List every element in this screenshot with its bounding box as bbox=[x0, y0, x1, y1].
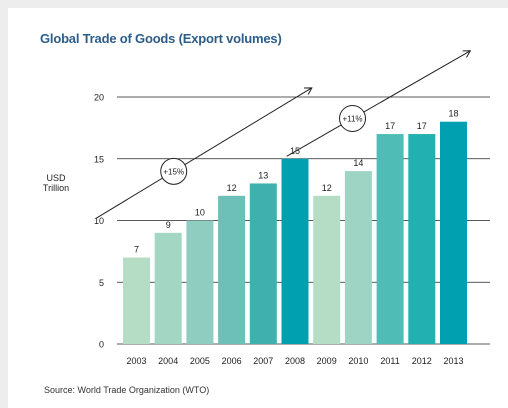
axis-ticks: 0 5 10 15 20 2003 2004 2005 2006 2007 2008 2009 2010… bbox=[94, 93, 464, 367]
bar-value-label: 13 bbox=[258, 170, 268, 180]
bar bbox=[218, 195, 246, 344]
y-tick-label: 20 bbox=[94, 93, 104, 103]
y-axis-label: USD Trillion bbox=[34, 173, 78, 193]
x-tick-label: 2008 bbox=[285, 356, 305, 366]
x-tick-label: 2013 bbox=[443, 356, 463, 366]
bar-value-label: 18 bbox=[448, 109, 458, 119]
x-tick-label: 2010 bbox=[348, 356, 368, 366]
x-tick-label: 2006 bbox=[222, 356, 242, 366]
bar bbox=[313, 195, 341, 344]
trend-arrow bbox=[96, 88, 312, 219]
x-tick-label: 2004 bbox=[158, 356, 178, 366]
source-note: Source: World Trade Organization (WTO) bbox=[44, 385, 210, 395]
x-tick-label: 2009 bbox=[317, 356, 337, 366]
bars bbox=[123, 121, 467, 344]
bar-value-label: 7 bbox=[134, 245, 139, 255]
bar bbox=[123, 257, 150, 344]
bar bbox=[186, 220, 214, 344]
annotation-label: +11% bbox=[342, 114, 362, 123]
trend-arrow bbox=[286, 51, 470, 157]
bar-value-label: 12 bbox=[227, 183, 237, 193]
chart-title: Global Trade of Goods (Export volumes) bbox=[40, 31, 282, 46]
bar bbox=[408, 134, 436, 344]
x-tick-label: 2007 bbox=[253, 356, 273, 366]
bar-value-label: 9 bbox=[166, 220, 171, 230]
x-tick-label: 2003 bbox=[126, 356, 146, 366]
x-tick-label: 2012 bbox=[412, 356, 432, 366]
annotations: +15% +11% bbox=[96, 51, 470, 219]
bar-value-label: 10 bbox=[195, 208, 205, 218]
y-tick-label: 5 bbox=[99, 278, 104, 288]
bar-value-label: 12 bbox=[322, 183, 332, 193]
annotation-circle bbox=[339, 104, 367, 132]
y-tick-label: 0 bbox=[99, 340, 104, 350]
x-tick-label: 2005 bbox=[190, 356, 210, 366]
annotation-label: +15% bbox=[163, 167, 184, 176]
bar bbox=[376, 134, 404, 344]
bar bbox=[344, 171, 372, 344]
y-axis-label-line1: USD bbox=[46, 173, 66, 183]
x-tick-label: 2011 bbox=[380, 356, 399, 366]
y-axis-label-line2: Trillion bbox=[42, 183, 70, 193]
bar bbox=[154, 232, 182, 344]
bar-value-label: 15 bbox=[290, 146, 300, 156]
annotation-circle bbox=[160, 157, 188, 185]
bar-value-label: 17 bbox=[417, 121, 427, 131]
bar bbox=[249, 183, 277, 344]
y-tick-label: 15 bbox=[94, 154, 104, 164]
y-tick-label: 10 bbox=[94, 216, 104, 226]
bar bbox=[440, 121, 467, 344]
bar-value-label: 17 bbox=[385, 121, 395, 131]
data-labels: 7 9 10 12 13 15 12 14 17 17 18 bbox=[134, 109, 459, 255]
bar-value-label: 14 bbox=[353, 158, 363, 168]
bar bbox=[281, 158, 309, 344]
